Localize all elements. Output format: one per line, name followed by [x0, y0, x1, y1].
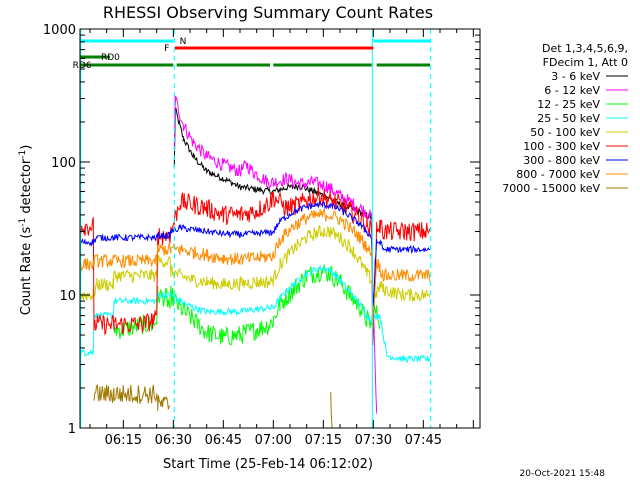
state-bar-label-2: RD0	[101, 53, 120, 63]
state-bar-label-1: F	[164, 44, 169, 54]
x-tick-label: 06:15	[105, 433, 142, 448]
x-tick-label: 06:30	[155, 433, 192, 448]
legend-header-line-2: FDecim 1, Att 0	[543, 56, 628, 69]
state-bar-label-3: RD6	[73, 61, 92, 71]
legend-header-line-1: Det 1,3,4,5,6,9,	[542, 42, 628, 55]
legend-entry-label: 300 - 800 keV	[523, 154, 600, 167]
y-axis-label: Count Rate (s-1 detector-1)	[18, 145, 34, 316]
x-tick-label: 07:30	[355, 433, 392, 448]
legend-entry-label: 100 - 300 keV	[523, 140, 600, 153]
legend-entry-label: 12 - 25 keV	[537, 98, 600, 111]
series-line-6	[79, 201, 430, 316]
svg-text:Count Rate (s-1 detector-1): Count Rate (s-1 detector-1)	[18, 145, 34, 316]
legend-entry-label: 3 - 6 keV	[551, 70, 600, 83]
y-tick-label: 1000	[43, 23, 76, 38]
footer-date: 20-Oct-2021 15:48	[520, 469, 606, 479]
x-tick-label: 07:15	[305, 433, 342, 448]
series-line-1	[173, 95, 378, 414]
x-tick-label: 07:00	[255, 433, 292, 448]
state-bar-label-0: N	[180, 37, 187, 47]
series-line-5	[79, 186, 431, 346]
series-line-7	[79, 208, 431, 329]
series-line-8	[93, 384, 333, 429]
x-axis-label: Start Time (25-Feb-14 06:12:02)	[163, 457, 373, 472]
legend-entry-label: 6 - 12 keV	[544, 84, 600, 97]
x-tick-label: 07:45	[405, 433, 442, 448]
legend-entry-label: 7000 - 15000 keV	[502, 182, 600, 195]
chart-title: RHESSI Observing Summary Count Rates	[103, 3, 433, 22]
y-tick-label: 10	[59, 289, 76, 304]
plot-frame	[79, 28, 481, 429]
series-line-3	[79, 265, 431, 364]
y-tick-label: 1	[68, 422, 76, 437]
legend: Det 1,3,4,5,6,9, FDecim 1, Att 0 3 - 6 k…	[502, 42, 628, 195]
series-line-2	[113, 263, 381, 346]
x-tick-label: 06:45	[205, 433, 242, 448]
legend-entry-label: 800 - 7000 keV	[516, 168, 600, 181]
y-tick-label: 100	[51, 156, 76, 171]
legend-entry-label: 50 - 100 keV	[530, 126, 600, 139]
legend-entry-label: 25 - 50 keV	[537, 112, 600, 125]
series-line-0	[173, 107, 374, 334]
